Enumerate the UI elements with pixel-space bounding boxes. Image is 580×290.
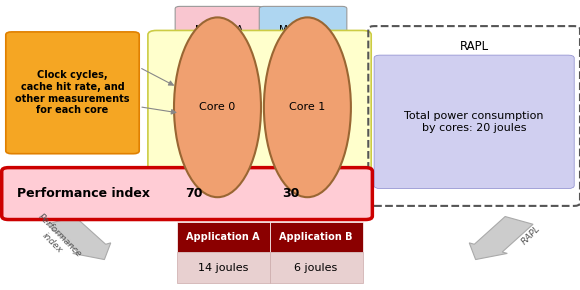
Ellipse shape bbox=[174, 17, 261, 197]
Text: Module A: Module A bbox=[195, 25, 243, 35]
Text: 14 joules: 14 joules bbox=[198, 262, 248, 273]
Text: Performance index: Performance index bbox=[17, 187, 150, 200]
Text: Application A: Application A bbox=[187, 232, 260, 242]
Text: Core 0: Core 0 bbox=[200, 102, 235, 112]
Text: 70: 70 bbox=[186, 187, 203, 200]
FancyBboxPatch shape bbox=[148, 30, 371, 178]
FancyBboxPatch shape bbox=[2, 168, 372, 220]
Text: RAPL: RAPL bbox=[520, 224, 542, 246]
Bar bbox=[177, 222, 270, 252]
Text: Application B: Application B bbox=[280, 232, 353, 242]
Text: 6 joules: 6 joules bbox=[295, 262, 338, 273]
Bar bbox=[177, 252, 270, 283]
FancyBboxPatch shape bbox=[6, 32, 139, 154]
Text: 30: 30 bbox=[282, 187, 299, 200]
Text: RAPL: RAPL bbox=[459, 40, 489, 53]
FancyArrow shape bbox=[47, 217, 111, 260]
Text: Performance
index: Performance index bbox=[28, 212, 83, 267]
Text: Module B: Module B bbox=[279, 25, 327, 35]
Text: Total power consumption
by cores: 20 joules: Total power consumption by cores: 20 jou… bbox=[404, 111, 544, 133]
FancyBboxPatch shape bbox=[368, 26, 580, 206]
FancyBboxPatch shape bbox=[259, 6, 347, 66]
FancyBboxPatch shape bbox=[175, 6, 263, 66]
FancyBboxPatch shape bbox=[374, 55, 574, 188]
Ellipse shape bbox=[264, 17, 351, 197]
Text: Clock cycles,
cache hit rate, and
other measurements
for each core: Clock cycles, cache hit rate, and other … bbox=[15, 70, 130, 115]
Bar bbox=[270, 222, 362, 252]
Bar bbox=[270, 252, 362, 283]
Text: Core 1: Core 1 bbox=[289, 102, 325, 112]
FancyArrow shape bbox=[469, 217, 533, 260]
